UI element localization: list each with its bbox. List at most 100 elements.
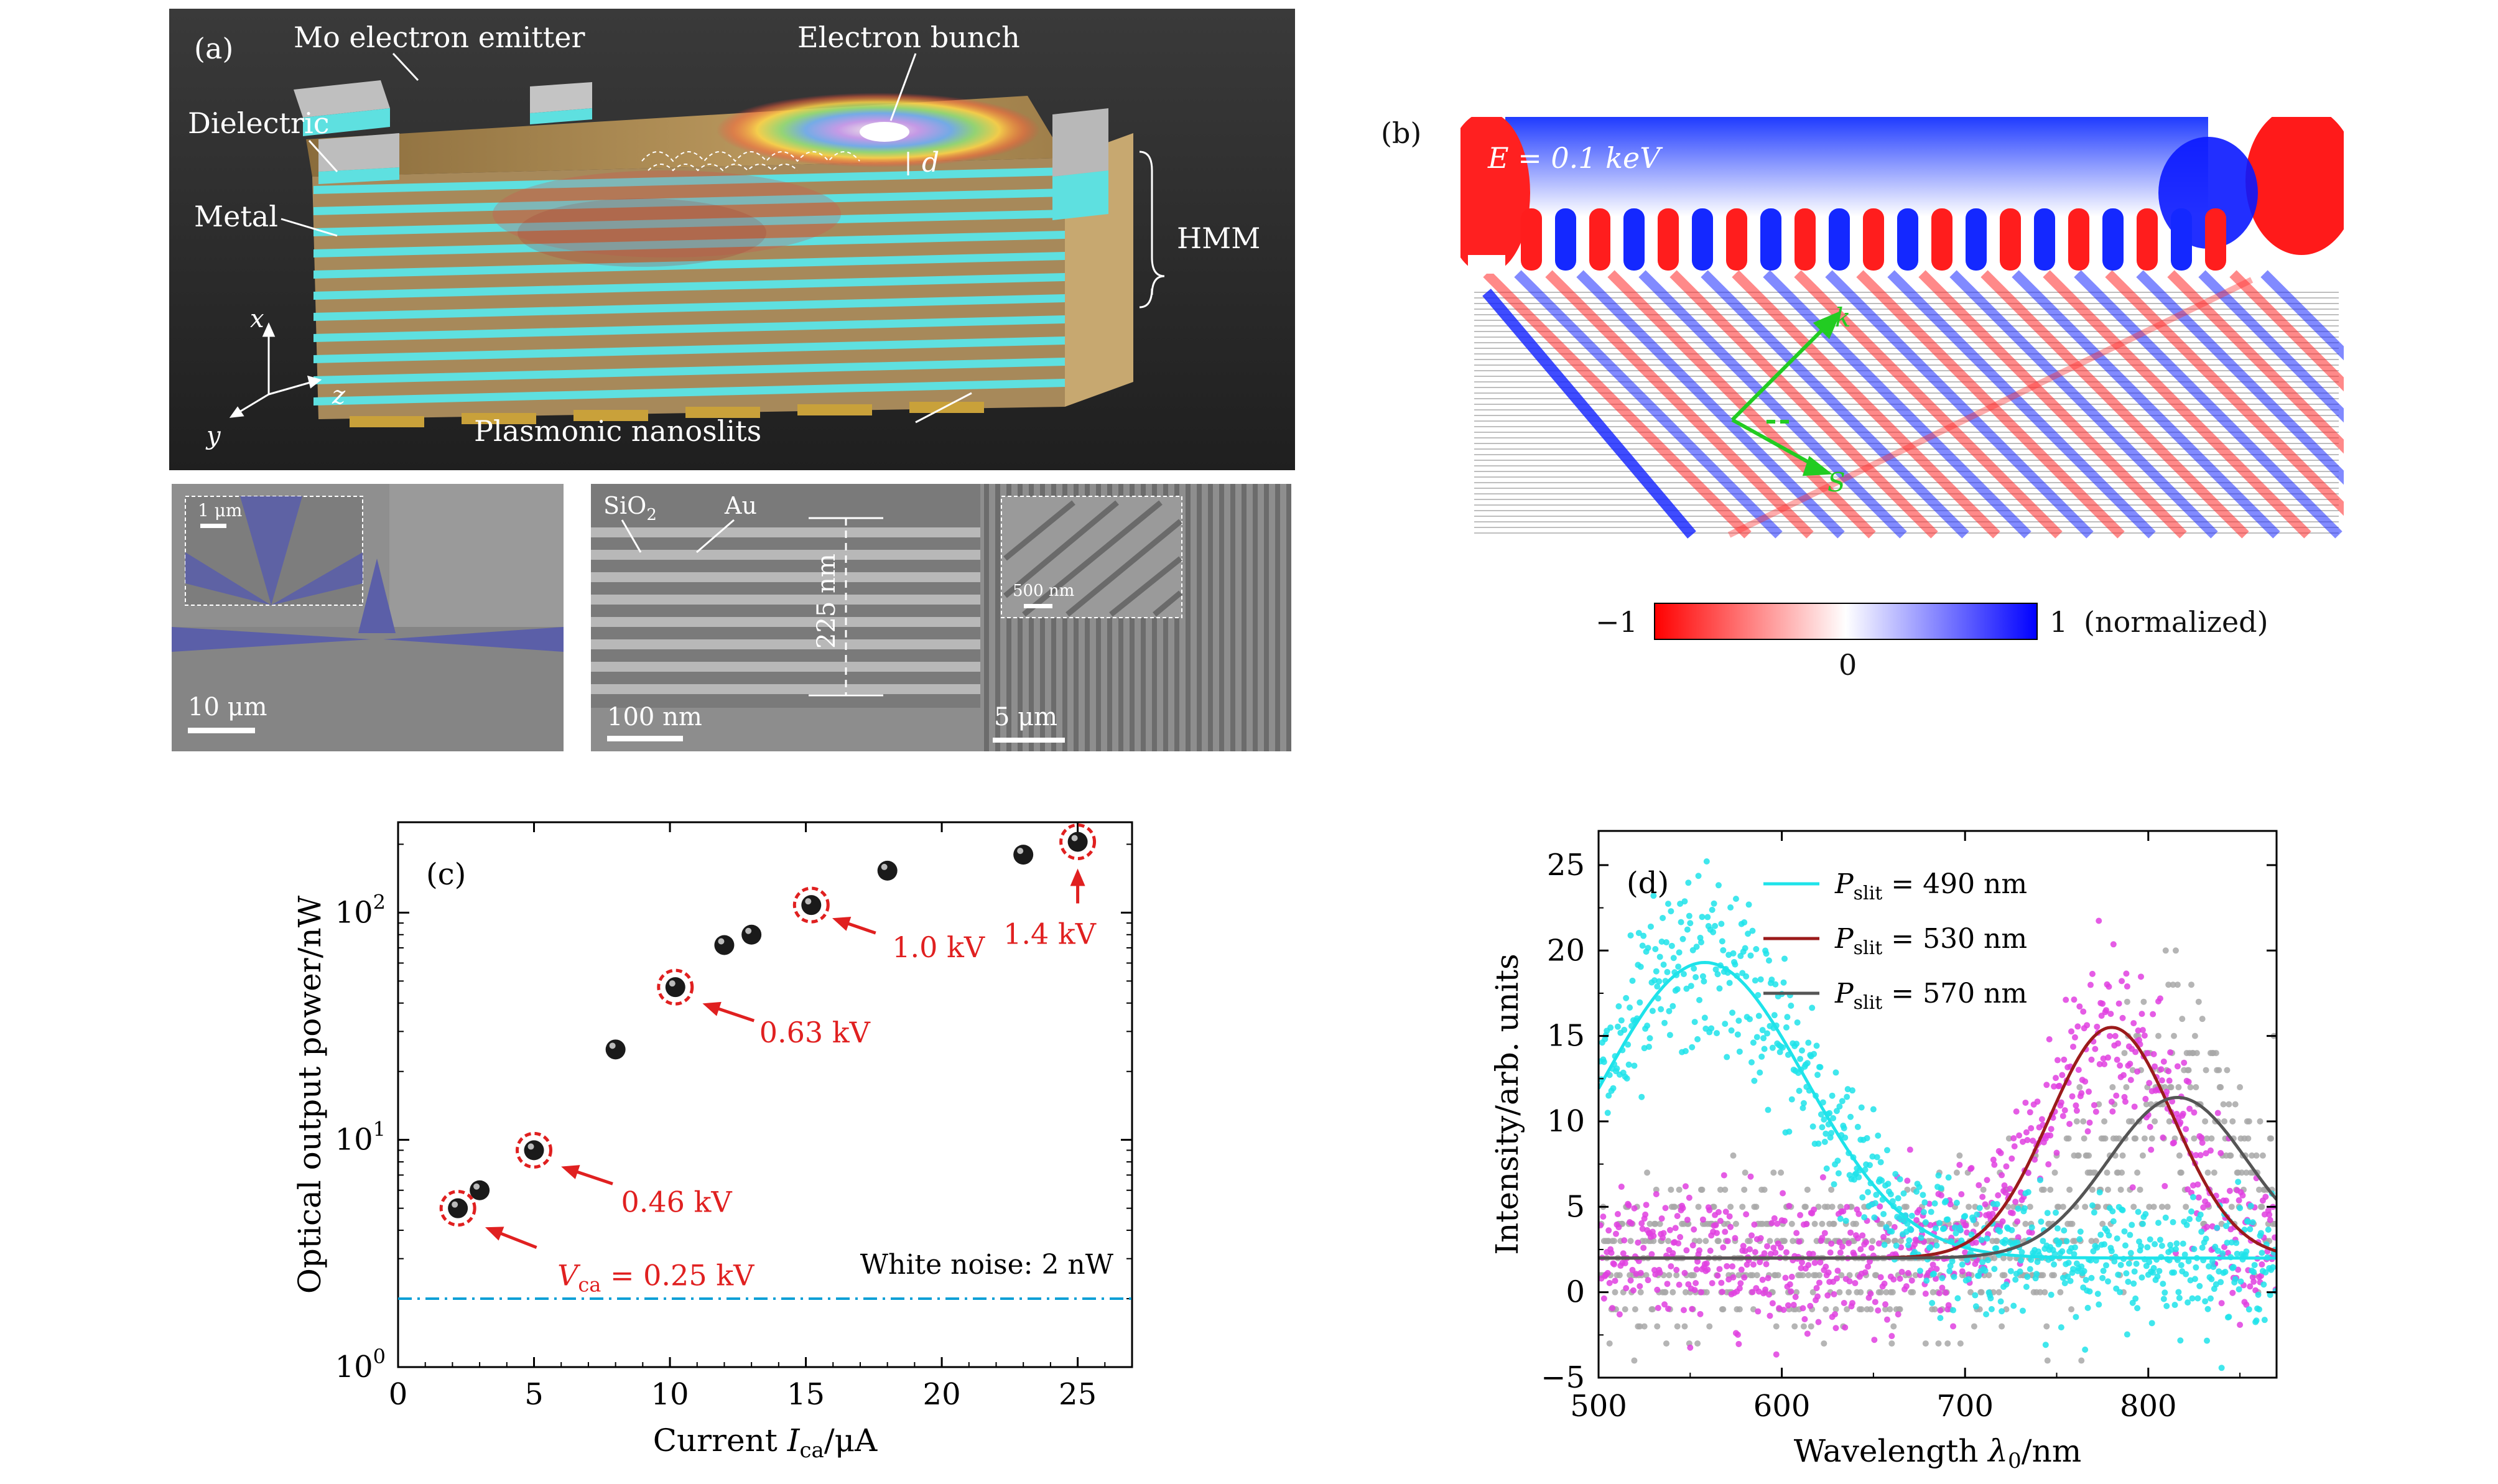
series-point xyxy=(1714,1230,1720,1236)
series-point xyxy=(1625,1061,1632,1068)
series-point xyxy=(1801,1316,1808,1323)
series-point xyxy=(1822,1306,1829,1313)
series-point xyxy=(1669,1250,1676,1256)
series-point xyxy=(2193,1152,2199,1159)
emitter-marker xyxy=(1468,255,1505,274)
series-point xyxy=(2036,1177,2043,1184)
panel-a-label: (a) xyxy=(194,32,233,65)
series-point xyxy=(2183,1203,2189,1210)
series-point xyxy=(2197,1152,2204,1159)
series-point xyxy=(1928,1208,1934,1215)
sem-layer xyxy=(591,550,983,560)
series-point xyxy=(1875,1132,1882,1139)
dielectric-layer xyxy=(313,210,1065,236)
series-point xyxy=(1817,1064,1824,1070)
series-point xyxy=(1797,1055,1804,1062)
series-point xyxy=(1997,1298,2004,1305)
series-point xyxy=(1892,1238,1899,1245)
series-point xyxy=(2053,1149,2060,1156)
series-point xyxy=(1625,1041,1632,1048)
y-tick-label: 20 xyxy=(1547,933,1585,968)
field-lobe xyxy=(2205,208,2226,271)
series-point xyxy=(1741,1186,1748,1193)
series-point xyxy=(2115,1135,2122,1142)
series-point xyxy=(2171,1139,2178,1146)
series-point xyxy=(2186,1216,2193,1223)
series-point xyxy=(1922,1291,1929,1297)
dielectric-layer xyxy=(313,315,1065,342)
sem-slit xyxy=(1197,484,1202,751)
series-point xyxy=(1804,1060,1811,1067)
series-point xyxy=(1637,1289,1644,1296)
series-point xyxy=(2109,1084,2116,1091)
series-point xyxy=(1605,1227,1612,1234)
series-point xyxy=(1666,1227,1673,1233)
series-point xyxy=(1943,1198,1949,1205)
field-lobe xyxy=(2000,208,2021,271)
series-point xyxy=(1788,1288,1795,1295)
series-point xyxy=(1991,1266,1998,1273)
series-point xyxy=(2181,1251,2188,1258)
series-point xyxy=(1916,1184,1923,1190)
series-point xyxy=(2217,1279,2224,1286)
series-point xyxy=(1749,1289,1756,1296)
series-point xyxy=(1684,1217,1691,1223)
series-point xyxy=(2150,1203,2157,1210)
series-point xyxy=(2024,1273,2031,1280)
series-point xyxy=(1869,1238,1876,1245)
series-point xyxy=(1871,1214,1878,1221)
data-point-highlight xyxy=(805,898,812,905)
series-point xyxy=(1834,1157,1841,1164)
series-point xyxy=(1809,1004,1816,1011)
sem-image-slits: 500 nm 5 μm xyxy=(980,484,1291,751)
series-point xyxy=(1818,1111,1824,1118)
series-point xyxy=(1726,980,1733,986)
series-point xyxy=(1697,1310,1704,1317)
series-point xyxy=(2179,1016,2186,1023)
series-point xyxy=(1618,1184,1625,1190)
data-point-highlight xyxy=(1017,848,1024,855)
series-point xyxy=(2023,1129,2030,1136)
series-point xyxy=(1751,1077,1758,1084)
series-point xyxy=(2191,1135,2198,1142)
series-point xyxy=(1780,1190,1786,1197)
series-point xyxy=(1631,1062,1638,1069)
series-point xyxy=(1663,1340,1669,1347)
series-point xyxy=(1833,1108,1840,1115)
series-point xyxy=(1778,1169,1785,1176)
series-point xyxy=(2235,1179,2242,1185)
series-point xyxy=(2104,1169,2110,1176)
series-point xyxy=(1805,1261,1812,1268)
k-s-vectors xyxy=(1730,310,1842,476)
series-point xyxy=(1821,1230,1828,1236)
series-point xyxy=(1935,1340,1942,1347)
series-point xyxy=(1637,1323,1643,1330)
series-point xyxy=(2175,1084,2182,1091)
series-point xyxy=(2203,1067,2209,1074)
series-point xyxy=(2099,1220,2106,1227)
series-point xyxy=(2222,1269,2229,1276)
series-point xyxy=(1893,1242,1900,1249)
series-point xyxy=(1644,1023,1651,1029)
inset-scale-bar xyxy=(1024,604,1052,608)
series-point xyxy=(1608,1250,1615,1256)
series-point xyxy=(1786,1281,1793,1288)
series-point xyxy=(1696,1238,1703,1245)
series-point xyxy=(1906,1146,1913,1153)
series-point xyxy=(2101,1060,2108,1067)
series-point xyxy=(1749,1272,1756,1279)
series-point xyxy=(1970,1217,1977,1223)
series-point xyxy=(1736,1306,1743,1313)
series-point xyxy=(2028,1125,2035,1132)
series-point xyxy=(1689,1305,1696,1312)
series-point xyxy=(1868,1245,1875,1251)
series-point xyxy=(2217,1149,2224,1156)
series-point xyxy=(1945,1174,1952,1181)
series-point xyxy=(2150,1011,2157,1018)
field-lobe xyxy=(2137,208,2158,271)
series-point xyxy=(2094,1244,2101,1251)
series-point xyxy=(2013,1108,2020,1115)
series-point xyxy=(1995,1289,2002,1296)
series-point xyxy=(1765,957,1772,964)
series-point xyxy=(1892,1171,1899,1177)
